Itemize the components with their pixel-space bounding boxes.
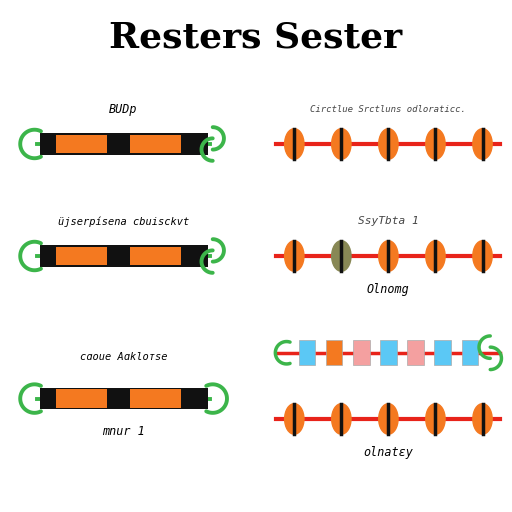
Text: Resters Sester: Resters Sester [110, 20, 402, 54]
FancyBboxPatch shape [131, 135, 181, 153]
FancyBboxPatch shape [298, 340, 315, 366]
Ellipse shape [473, 129, 492, 159]
Ellipse shape [426, 403, 445, 434]
FancyBboxPatch shape [131, 390, 181, 408]
Ellipse shape [332, 403, 351, 434]
FancyBboxPatch shape [39, 245, 208, 267]
Ellipse shape [426, 241, 445, 271]
Ellipse shape [332, 241, 351, 271]
FancyBboxPatch shape [131, 247, 181, 265]
FancyBboxPatch shape [39, 133, 208, 155]
FancyBboxPatch shape [56, 390, 107, 408]
Text: olnatɛy: olnatɛy [364, 445, 413, 459]
FancyBboxPatch shape [407, 340, 424, 366]
Ellipse shape [473, 403, 492, 434]
Ellipse shape [473, 241, 492, 271]
FancyBboxPatch shape [380, 340, 397, 366]
Text: mnur 1: mnur 1 [102, 425, 145, 438]
Ellipse shape [426, 129, 445, 159]
FancyBboxPatch shape [56, 135, 107, 153]
FancyBboxPatch shape [434, 340, 451, 366]
Ellipse shape [332, 129, 351, 159]
Text: Circtlue Srctluns odloraticc.: Circtlue Srctluns odloraticc. [310, 105, 466, 114]
Text: cɑoue Aɑkloтse: cɑoue Aɑkloтse [80, 352, 167, 362]
FancyBboxPatch shape [461, 340, 478, 366]
FancyBboxPatch shape [56, 247, 107, 265]
Ellipse shape [285, 241, 304, 271]
Text: Olnomg: Olnomg [367, 283, 410, 295]
Ellipse shape [379, 403, 398, 434]
Text: BUDр: BUDр [110, 103, 138, 116]
Text: SsyTbta 1: SsyTbta 1 [358, 217, 419, 226]
Ellipse shape [285, 403, 304, 434]
FancyBboxPatch shape [353, 340, 370, 366]
Ellipse shape [379, 129, 398, 159]
Ellipse shape [285, 129, 304, 159]
FancyBboxPatch shape [39, 388, 208, 409]
Ellipse shape [379, 241, 398, 271]
FancyBboxPatch shape [326, 340, 343, 366]
Text: üjserpísena cbuisckvt: üjserpísena cbuisckvt [58, 216, 189, 227]
